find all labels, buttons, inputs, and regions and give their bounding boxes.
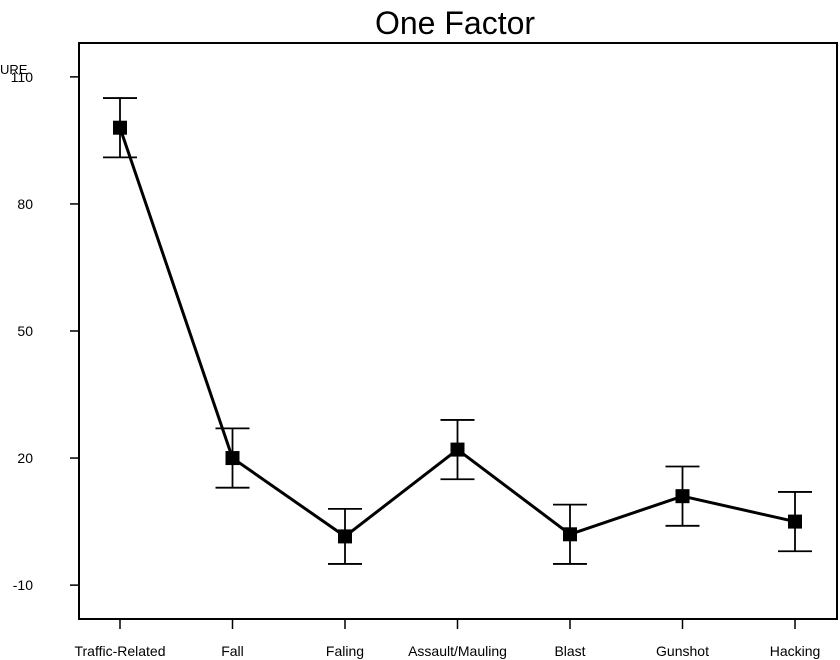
chart-title: One Factor	[375, 5, 535, 41]
y-tick-label: 110	[11, 69, 34, 85]
y-tick-label: 80	[17, 196, 33, 212]
data-point-marker	[563, 527, 577, 542]
x-axis: Traffic-Related Fall Faling Assault/Mauling…	[74, 619, 820, 659]
y-axis: -10 20 50 80 110	[11, 69, 79, 593]
x-tick-label: Hacking	[770, 643, 821, 659]
y-tick-label: 50	[17, 323, 33, 339]
x-tick-label: Blast	[554, 643, 585, 659]
x-tick-label: Traffic-Related	[74, 643, 165, 659]
y-axis-label: URE	[0, 62, 28, 77]
data-point-marker	[788, 514, 802, 529]
data-point-marker	[450, 442, 465, 457]
y-tick-label: -10	[13, 577, 33, 593]
x-tick-label: Fall	[221, 643, 244, 659]
data-point-marker	[338, 529, 352, 544]
plot-frame	[78, 42, 838, 620]
x-tick-label: Faling	[326, 643, 364, 659]
y-tick-label: 20	[17, 450, 33, 466]
data-point-marker	[225, 451, 240, 466]
x-tick-label: Assault/Mauling	[408, 643, 507, 659]
data-point-marker	[113, 120, 127, 135]
markers	[113, 120, 802, 544]
x-tick-label: Gunshot	[656, 643, 709, 659]
data-point-marker	[675, 489, 690, 504]
error-bars	[103, 97, 812, 565]
